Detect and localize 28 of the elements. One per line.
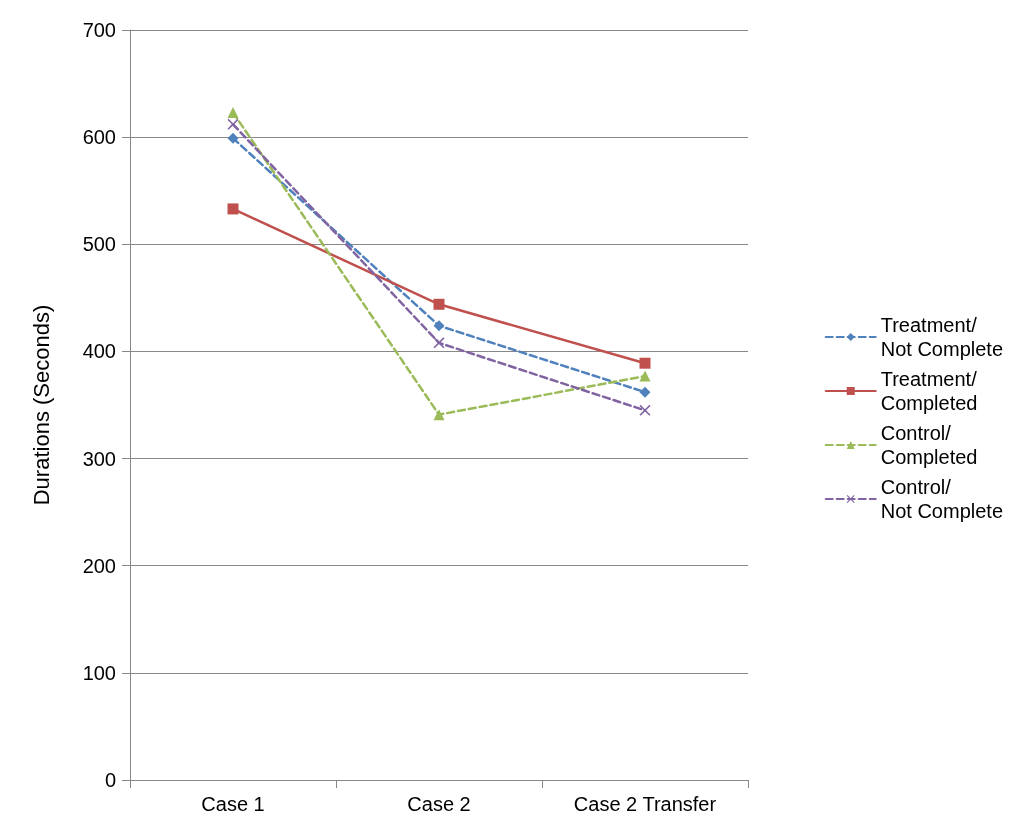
x-tick-label: Case 1 — [201, 793, 265, 815]
point — [639, 370, 651, 382]
y-tick-label: 200 — [82, 554, 116, 577]
point — [433, 320, 445, 332]
legend-label: Control/ Not Complete — [880, 476, 1004, 522]
legend-label: Control/ Completed — [880, 422, 978, 468]
y-tick-label: 600 — [82, 126, 116, 149]
y-tick-label: 700 — [82, 19, 116, 41]
legend-label: Treatment/ Not Complete — [880, 314, 1004, 360]
point — [433, 298, 445, 310]
point — [639, 404, 651, 416]
y-tick-label: 100 — [82, 661, 116, 684]
y-tick-label: 300 — [82, 447, 116, 470]
y-tick-label: 400 — [82, 340, 116, 363]
point — [433, 337, 445, 349]
point — [639, 357, 651, 369]
x-tick-label: Case 2 — [407, 793, 471, 815]
y-axis-title: Durations (Seconds) — [28, 304, 54, 506]
point — [227, 107, 239, 118]
point — [227, 118, 239, 130]
point — [433, 409, 445, 421]
y-tick-label: 500 — [82, 233, 116, 256]
point — [227, 132, 239, 144]
point — [639, 386, 651, 398]
y-tick-label: 0 — [104, 769, 116, 791]
point — [227, 203, 239, 215]
x-tick-label: Case 2 Transfer — [573, 793, 717, 815]
legend-label: Treatment/ Completed — [880, 368, 978, 414]
